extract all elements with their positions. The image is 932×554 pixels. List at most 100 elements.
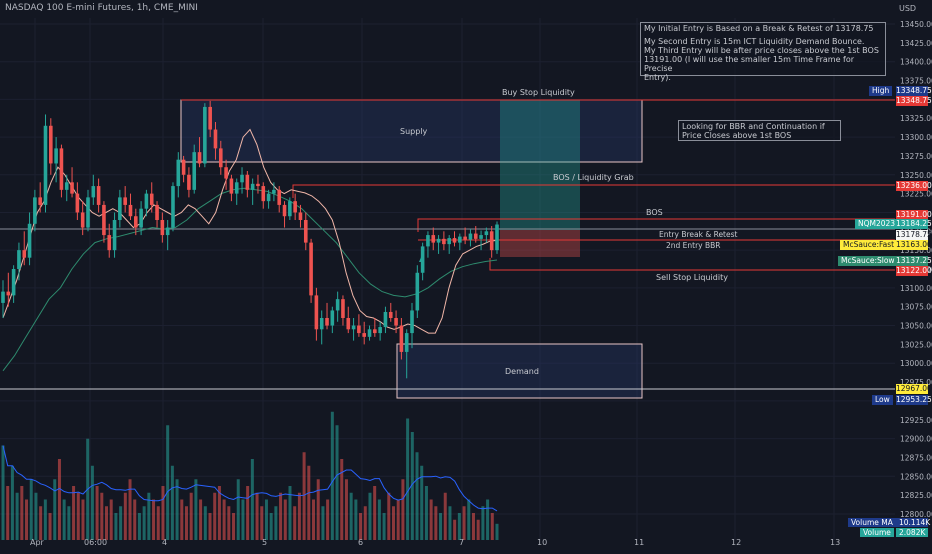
- bos-grab-price-tag: 13236.00: [896, 181, 932, 191]
- volume-bar: [316, 479, 320, 540]
- entry-plan-note[interactable]: My Initial Entry is Based on a Break & R…: [640, 22, 886, 82]
- price-tick-label: 13150.00: [900, 246, 932, 255]
- candle-body: [431, 235, 436, 243]
- candle-body: [6, 291, 11, 296]
- candle-body: [118, 197, 122, 220]
- bos-price-tag: 13191.00: [896, 210, 932, 220]
- candle-body: [309, 242, 313, 296]
- currency-label: USD: [899, 4, 917, 13]
- price-tick-label: 13050.00: [900, 322, 932, 331]
- candle-body: [187, 174, 191, 190]
- candle-body: [261, 186, 266, 202]
- volume-ma-value: 10.114K: [896, 518, 930, 527]
- moving-averages: [2, 128, 498, 372]
- candle-body: [218, 148, 223, 168]
- volume-bar: [434, 506, 438, 540]
- volume-bar: [128, 479, 132, 540]
- candle-body: [463, 236, 467, 240]
- candle-body: [107, 235, 112, 251]
- candle-body: [330, 310, 335, 326]
- candle-body: [203, 106, 207, 164]
- demand-label: Demand: [505, 367, 539, 376]
- candle-body: [155, 204, 159, 220]
- candle-body: [436, 238, 441, 243]
- volume-bar: [406, 418, 410, 540]
- volume-bar: [349, 492, 353, 540]
- volume-bar: [175, 479, 179, 540]
- volume-bar: [53, 479, 57, 540]
- candle-body: [22, 250, 27, 258]
- volume-bar: [250, 459, 254, 540]
- volume-bar: [382, 513, 386, 540]
- candle-body: [288, 201, 292, 217]
- time-axis-label: 12: [731, 538, 742, 547]
- entry-plan-line: Entry).: [644, 73, 671, 82]
- price-tick-label: 13425.00: [900, 39, 932, 48]
- slow-ma-price-tag: 13137.25: [896, 256, 932, 266]
- volume-bar: [321, 506, 325, 540]
- volume-bar: [208, 513, 212, 540]
- candle-body: [91, 186, 96, 198]
- candle-body: [208, 106, 212, 130]
- volume-bar: [283, 499, 287, 540]
- volume-bar: [203, 506, 207, 540]
- price-tick-label: 12975.00: [900, 378, 932, 387]
- volume-bar: [34, 492, 38, 540]
- candle-body: [399, 325, 404, 352]
- volume-bar: [133, 499, 137, 540]
- price-tick-label: 13025.00: [900, 340, 932, 349]
- volume-bar: [137, 513, 141, 540]
- candle-body: [341, 299, 345, 318]
- candle-body: [64, 182, 69, 190]
- volume-bar: [147, 492, 151, 540]
- price-tick-label: 12875.00: [900, 453, 932, 462]
- time-axis-label: 11: [634, 538, 645, 547]
- bos-line: [417, 218, 895, 232]
- candle-body: [70, 182, 74, 194]
- time-axis-label: 10: [537, 538, 548, 547]
- candle-body: [293, 201, 297, 213]
- volume-bar: [344, 479, 348, 540]
- candle-body: [59, 148, 64, 190]
- candle-body: [426, 235, 430, 247]
- volume-bar: [189, 492, 193, 540]
- candle-body: [27, 223, 32, 258]
- volume-bar: [105, 506, 109, 540]
- volume-bar: [222, 499, 226, 540]
- volume-bar: [156, 506, 160, 540]
- candle-body: [133, 216, 138, 228]
- volume-bar: [170, 465, 174, 540]
- candles: [1, 100, 499, 379]
- volume-bar: [387, 492, 391, 540]
- buy-signal-icon: [419, 256, 424, 262]
- bos-label: BOS: [646, 208, 663, 217]
- target-zone: [500, 100, 580, 230]
- looking-for-note[interactable]: Looking for BBR and Continuation if Pric…: [678, 120, 841, 141]
- candle-body: [96, 186, 101, 205]
- volume-bar: [123, 492, 127, 540]
- candle-body: [149, 193, 154, 205]
- price-tick-label: 12925.00: [900, 416, 932, 425]
- candle-body: [250, 183, 255, 190]
- candle-body: [224, 167, 228, 179]
- candle-body: [495, 224, 499, 251]
- volume-bar: [264, 499, 268, 540]
- volume-bar: [302, 452, 306, 540]
- time-axis-label: 06:00: [84, 538, 108, 547]
- price-tick-label: 13375.00: [900, 77, 932, 86]
- candle-body: [277, 189, 282, 205]
- volume-bar: [391, 506, 395, 540]
- volume-bar: [297, 492, 301, 540]
- volume-bar: [326, 499, 330, 540]
- time-axis-label: 4: [162, 538, 168, 547]
- candle-body: [325, 318, 329, 326]
- volume-bar: [340, 459, 344, 540]
- volume-bar: [236, 479, 240, 540]
- symbol-title[interactable]: NASDAQ 100 E-mini Futures, 1h, CME_MINI: [5, 3, 198, 13]
- volume-bar: [471, 513, 475, 540]
- volume-bar: [363, 506, 367, 540]
- volume-bar: [490, 513, 494, 540]
- volume-bar: [288, 486, 292, 540]
